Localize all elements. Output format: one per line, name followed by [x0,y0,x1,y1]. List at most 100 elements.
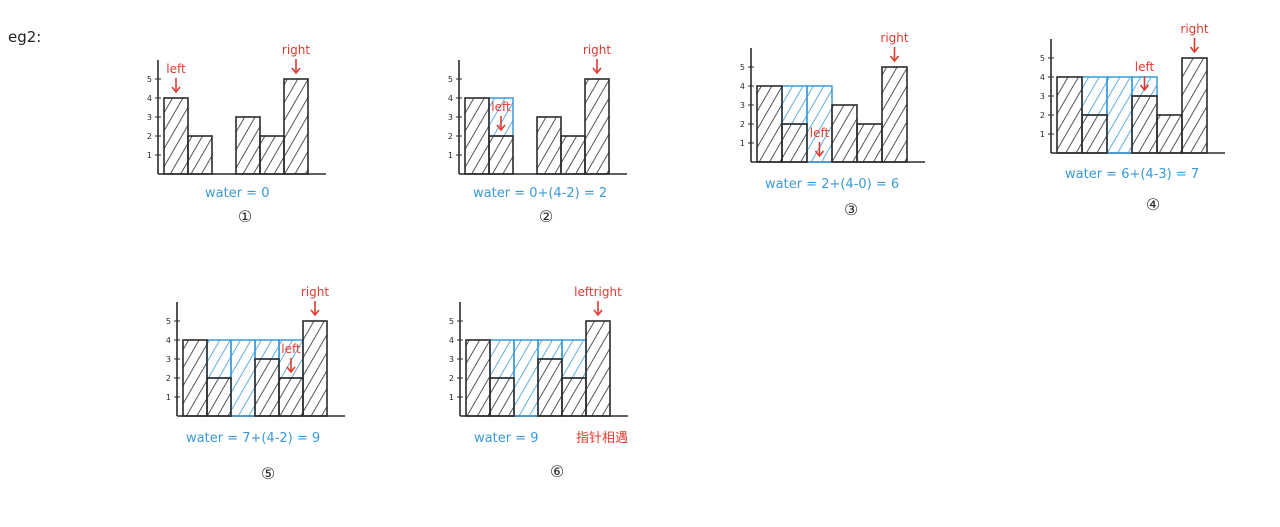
bar [1131,95,1158,154]
step-number: ④ [1146,195,1160,214]
bar [302,320,328,417]
y-tick-label: 3 [147,113,152,122]
bar [235,116,261,175]
y-tick-label: 4 [166,336,171,345]
bar [756,85,783,163]
pointer-label: right [583,43,611,57]
bar [259,135,285,175]
water-cell [513,339,539,417]
pointer-arrowhead [889,55,900,63]
bar [465,339,491,417]
pointer-label: left [166,62,186,76]
bar [560,135,586,175]
bar [881,66,908,163]
bar [536,116,562,175]
water-cell [1106,76,1133,154]
page-label: eg2: [8,28,42,46]
pointer-label: right [301,285,329,299]
pointer-arrowhead [593,309,603,317]
bar [206,377,232,417]
bar [489,377,515,417]
water-cell [206,339,232,379]
water-cell [537,339,563,360]
bar [163,97,189,175]
pointer-arrowhead [496,124,506,132]
bar [585,320,611,417]
water-cell [230,339,256,417]
pointer-arrowhead [1139,84,1150,92]
y-tick-label: 1 [448,151,453,160]
pointer-arrowhead [171,86,181,94]
y-tick-label: 2 [448,132,453,141]
y-tick-label: 5 [1040,54,1045,63]
water-formula: water = 0+(4-2) = 2 [473,186,607,201]
y-tick-label: 1 [740,139,745,148]
y-tick-label: 5 [147,75,152,84]
pointer-arrowhead [592,67,602,75]
y-tick-label: 1 [1040,130,1045,139]
y-tick-label: 3 [449,355,454,364]
bar [831,104,858,163]
water-cell [781,85,808,125]
pointer-label: right [1180,22,1208,36]
bar [464,97,490,175]
pointer-label: left [491,100,511,114]
bar [278,377,304,417]
step-number: ⑤ [261,464,275,483]
y-tick-label: 4 [740,82,745,91]
bar [1181,57,1208,154]
y-tick-label: 5 [448,75,453,84]
pointer-label: left [1135,60,1155,74]
y-tick-label: 5 [740,63,745,72]
y-tick-label: 3 [448,113,453,122]
y-tick-label: 4 [449,336,454,345]
pointer-label: left [281,342,301,356]
pointer-label: leftright [574,285,622,299]
pointer-arrowhead [291,67,301,75]
y-tick-label: 2 [449,374,454,383]
y-tick-label: 2 [166,374,171,383]
diagram-1: 1 2 3 4 5 left right water = 0 ① [147,43,326,226]
y-tick-label: 1 [449,393,454,402]
water-cell [254,339,280,360]
pointer-label: right [880,31,908,45]
y-tick-label: 1 [147,151,152,160]
water-formula: water = 6+(4-3) = 7 [1065,167,1199,182]
bar [856,123,883,163]
y-tick-label: 3 [1040,92,1045,101]
bar [187,135,213,175]
y-tick-label: 2 [740,120,745,129]
y-tick-label: 4 [147,94,152,103]
y-tick-label: 4 [1040,73,1045,82]
pointer-label: left [810,126,830,140]
bar [1156,114,1183,154]
y-tick-label: 5 [166,317,171,326]
pointer-arrowhead [310,309,320,317]
pointers-meet-note: 指针相遇 [576,431,628,446]
y-tick-label: 3 [166,355,171,364]
step-number: ⑥ [550,462,564,481]
diagram-2: 1 2 3 4 5 left right water = 0+(4-2) = 2 ② [448,43,627,226]
diagram-6: 1 2 3 4 5 leftright water = 9 指针相遇 ⑥ [449,285,628,481]
y-tick-label: 3 [740,101,745,110]
bar [488,135,514,175]
water-formula: water = 0 [205,186,269,201]
bar [182,339,208,417]
water-formula: water = 9 [474,431,538,446]
water-cell [1081,76,1108,116]
pointer-arrowhead [1189,46,1200,54]
y-tick-label: 4 [448,94,453,103]
diagram-5: 1 2 3 4 5 left right water = 7+(4-2) = 9 ⑤ [166,285,345,483]
bar [1081,114,1108,154]
bar [283,78,309,175]
bar [537,358,563,417]
step-number: ③ [844,200,858,219]
diagram-4: 1 2 3 4 5 left right water = 6+(4-3) = 7 ④ [1040,22,1225,214]
y-tick-label: 5 [449,317,454,326]
bar [561,377,587,417]
y-tick-label: 1 [166,393,171,402]
step-number: ② [539,207,553,226]
diagram-3: 1 2 3 4 5 left right water = 2+(4-0) = 6 ③ [740,31,925,219]
pointer-label: right [282,43,310,57]
